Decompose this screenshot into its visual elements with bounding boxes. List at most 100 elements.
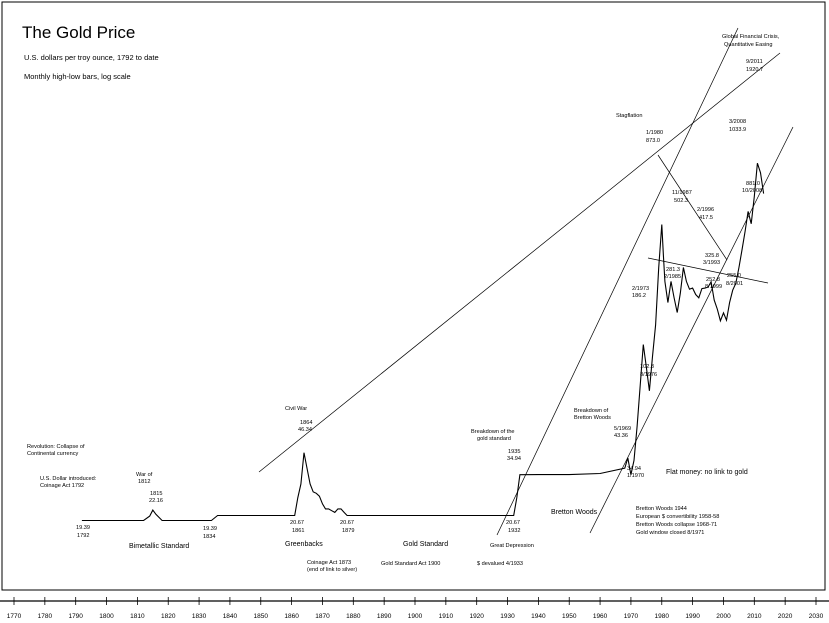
x-tick-label: 1990	[685, 613, 700, 620]
era-great-depression: Great Depression	[490, 543, 534, 549]
x-tick-label: 2010	[747, 613, 762, 620]
price-label-1935: 34.94	[507, 456, 521, 462]
era-note-gold-act: Gold Standard Act 1900	[381, 561, 440, 567]
price-label-1815: 1815	[150, 491, 162, 497]
x-tick-label: 2020	[778, 613, 793, 620]
date-label-8-1976: 8/1976	[640, 372, 657, 378]
date-label-1935: 1935	[508, 449, 520, 455]
x-tick-label: 1770	[7, 613, 22, 620]
date-label-9-2011: 9/2011	[746, 59, 763, 65]
price-label-3-2008: 1033.9	[729, 127, 746, 133]
x-tick-label: 1910	[439, 613, 454, 620]
x-tick-label: 1820	[161, 613, 176, 620]
gold-price-line	[81, 163, 765, 522]
price-labels: 19.39 1792 1815 22.16 19.39 1834 1864 46…	[76, 59, 763, 540]
x-tick-label: 1950	[562, 613, 577, 620]
x-tick-label: 1890	[377, 613, 392, 620]
price-label-5-1969: 43.36	[614, 433, 628, 439]
era-note-silver: (end of link to silver)	[307, 567, 357, 573]
date-label-2-1973: 2/1973	[632, 286, 649, 292]
date-label-1792: 1792	[77, 533, 89, 539]
x-tick-label: 1920	[469, 613, 484, 620]
era-greenbacks: Greenbacks	[285, 541, 323, 548]
price-label-2-1985: 281.3	[666, 267, 680, 273]
trend-line-floor	[647, 257, 769, 284]
annotation-bw-collapse: Bretton Woods collapse 1968-71	[636, 522, 717, 528]
date-label-3-1993: 3/1993	[703, 260, 720, 266]
trend-line-long	[258, 52, 781, 473]
x-tick-label: 2000	[716, 613, 731, 620]
price-label-2-1996: 417.5	[699, 215, 713, 221]
x-tick-label: 1840	[223, 613, 238, 620]
annotation-flat-money: Flat money: no link to gold	[666, 469, 748, 476]
annotation-war-of: War of	[136, 472, 153, 478]
chart-note: Monthly high-low bars, log scale	[24, 72, 131, 81]
x-tick-label: 2030	[809, 613, 824, 620]
annotation-stagflation: Stagflation	[616, 113, 642, 119]
chart-border	[1, 1, 826, 591]
chart-subtitle: U.S. dollars per troy ounce, 1792 to dat…	[24, 53, 159, 62]
annotation-coinage-act: Coinage Act 1792	[40, 483, 84, 489]
x-tick-label: 1980	[655, 613, 670, 620]
era-gold-standard: Gold Standard	[403, 541, 448, 548]
date-label-1932: 1932	[508, 528, 520, 534]
trend-line-stagflation	[657, 154, 728, 261]
annotation-gfc-1: Global Financial Crisis,	[722, 34, 780, 40]
date-label-1834: 1834	[203, 534, 215, 540]
price-label-3-1993: 325.8	[705, 253, 719, 259]
x-tick-label: 1780	[38, 613, 53, 620]
price-label-9-2011: 1920.7	[746, 67, 763, 73]
date-label-1861: 1861	[292, 528, 304, 534]
x-tick-label: 1870	[315, 613, 330, 620]
annotation-1812: 1812	[138, 479, 150, 485]
x-axis-ticks: 1770 1780 1790 1800 1810 1820 1830 1840 1850 1860…	[7, 597, 824, 620]
date-label-8-1999: 8/1999	[705, 284, 722, 290]
price-label-8-1976: 102.8	[640, 364, 654, 370]
x-tick-label: 1940	[531, 613, 546, 620]
date-label-2-1996: 2/1996	[697, 207, 714, 213]
era-note-devalued: $ devalued 4/1933	[477, 561, 523, 567]
price-label-1834: 19.39	[203, 526, 217, 532]
price-label-2-1973: 186.2	[632, 293, 646, 299]
x-tick-label: 1790	[68, 613, 83, 620]
price-label-1864: 46.34	[298, 427, 312, 433]
x-tick-label: 1960	[593, 613, 608, 620]
event-annotations: Revolution: Collapse of Continental curr…	[27, 34, 780, 536]
date-label-1879: 1879	[342, 528, 354, 534]
x-tick-label: 1810	[130, 613, 145, 620]
annotation-revolution: Revolution: Collapse of	[27, 444, 85, 450]
annotation-bw-1944: Bretton Woods 1944	[636, 506, 687, 512]
annotation-gfc-2: Quantitative Easing	[724, 42, 773, 48]
price-label-1792: 19.39	[76, 525, 90, 531]
date-label-2-1985: 2/1985	[664, 274, 681, 280]
price-label-8-2001: 255.0	[727, 273, 741, 279]
x-tick-label: 1800	[99, 613, 114, 620]
price-label-1864-date: 1864	[300, 420, 312, 426]
x-tick-label: 1860	[284, 613, 299, 620]
annotation-breakdown-gold-1: Breakdown of the	[471, 429, 515, 435]
annotation-breakdown-gold-2: gold standard	[477, 436, 511, 442]
annotation-gold-window: Gold window closed 8/1971	[636, 530, 704, 536]
x-tick-label: 1880	[346, 613, 361, 620]
x-tick-label: 1900	[408, 613, 423, 620]
price-label-10-2008: 881.0	[746, 181, 760, 187]
x-tick-label: 1830	[192, 613, 207, 620]
x-tick-label: 1970	[624, 613, 639, 620]
date-label-1815: 22.16	[149, 498, 163, 504]
chart-title: The Gold Price	[22, 23, 135, 42]
date-label-5-1969: 5/1969	[614, 426, 631, 432]
date-label-11-1987: 11/1987	[672, 190, 692, 196]
annotation-bw-convertibility: European $ convertibility 1958-58	[636, 514, 719, 520]
era-labels: Bimetallic Standard Greenbacks Gold Stan…	[129, 541, 534, 573]
trend-line-bretton-woods	[589, 126, 794, 534]
date-label-8-2001: 8/2001	[726, 281, 743, 287]
date-label-3-2008: 3/2008	[729, 119, 746, 125]
date-label-10-2008: 10/2008	[742, 188, 762, 194]
date-label-1-1980: 1/1980	[646, 130, 663, 136]
annotation-breakdown-bw-1: Breakdown of	[574, 408, 609, 414]
era-note-coinage-1873: Coinage Act 1873	[307, 560, 351, 566]
trend-line-breakdown	[496, 27, 739, 536]
price-label-1932: 20.67	[506, 520, 520, 526]
era-bimetallic: Bimetallic Standard	[129, 543, 189, 550]
